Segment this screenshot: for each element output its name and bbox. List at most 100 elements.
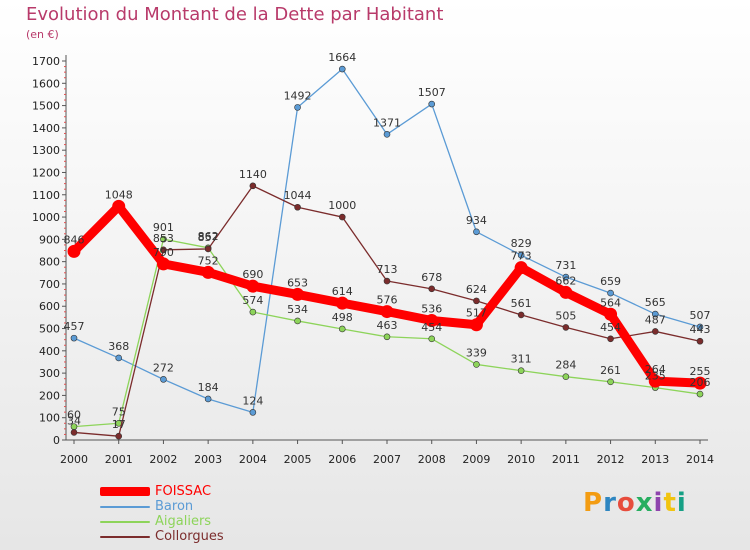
data-point [648, 374, 662, 388]
data-point [651, 310, 659, 318]
x-tick-label: 2008 [418, 453, 446, 466]
data-point [696, 390, 704, 398]
data-point [115, 432, 123, 440]
x-tick-label: 2005 [284, 453, 312, 466]
data-point [514, 261, 528, 275]
data-label: 206 [690, 376, 711, 389]
data-label: 1371 [373, 116, 401, 129]
data-label: 487 [645, 313, 666, 326]
y-tick-label: 500 [39, 323, 60, 336]
data-point [204, 245, 212, 253]
data-point [115, 354, 123, 362]
x-tick-label: 2014 [686, 453, 714, 466]
data-point [70, 334, 78, 342]
data-label: 576 [377, 294, 398, 307]
y-tick-label: 700 [39, 278, 60, 291]
data-point [201, 265, 215, 279]
data-label: 773 [511, 250, 532, 263]
data-point [160, 235, 167, 243]
y-tick-label: 1000 [32, 211, 60, 224]
data-label: 1044 [284, 189, 312, 202]
data-label: 934 [466, 214, 487, 227]
data-point [383, 277, 391, 285]
data-point [160, 376, 167, 383]
x-tick-label: 2002 [149, 453, 177, 466]
x-tick-label: 2009 [462, 453, 490, 466]
data-label: 124 [242, 394, 263, 407]
legend-label: Collorgues [155, 529, 224, 544]
y-tick-label: 200 [39, 389, 60, 402]
data-label: 463 [377, 319, 398, 332]
x-tick-label: 2007 [373, 453, 401, 466]
data-point [428, 335, 436, 343]
data-label: 790 [153, 246, 174, 259]
data-label: 731 [555, 259, 576, 272]
data-point [696, 337, 704, 345]
data-label: 574 [242, 294, 263, 307]
data-label: 662 [555, 274, 576, 287]
series-aigaliers [70, 235, 704, 430]
data-point [294, 203, 301, 211]
logo-letter: P [583, 488, 604, 518]
data-point [249, 182, 257, 190]
logo-letter: r [603, 488, 617, 518]
x-tick-label: 2010 [507, 453, 535, 466]
data-point [517, 251, 525, 259]
data-label: 713 [377, 263, 398, 276]
data-label: 901 [153, 221, 174, 234]
data-label: 284 [555, 359, 576, 372]
series-foissac [67, 199, 707, 390]
legend-swatch [100, 536, 150, 538]
data-label: 34 [67, 414, 81, 427]
axes: 0 100 200 300 400 500 600 700 800 900 1000 1100 1200… [32, 55, 714, 466]
y-tick-label: 1400 [32, 122, 60, 135]
data-point [380, 305, 394, 319]
series-lines [67, 65, 707, 440]
data-label: 507 [690, 309, 711, 322]
data-label: 368 [108, 340, 129, 353]
data-point [335, 296, 349, 310]
y-tick-label: 1300 [32, 144, 60, 157]
data-point [607, 335, 614, 343]
data-label: 536 [421, 303, 442, 316]
data-point [383, 131, 391, 138]
data-point [517, 311, 525, 319]
data-label: 1140 [239, 168, 267, 181]
proxiti-logo: Proxiti [583, 488, 687, 518]
data-label: 184 [198, 381, 219, 394]
x-tick-label: 2003 [194, 453, 222, 466]
data-point [249, 308, 257, 316]
data-point [607, 289, 614, 297]
data-point [338, 65, 346, 73]
data-label: 653 [287, 276, 308, 289]
legend-swatch [100, 521, 150, 523]
data-point [473, 228, 480, 236]
y-tick-label: 1600 [32, 77, 60, 90]
y-tick-label: 1500 [32, 100, 60, 113]
data-point [291, 287, 305, 301]
data-point [696, 323, 704, 331]
data-point [338, 213, 346, 221]
data-label: 1507 [418, 86, 446, 99]
data-label: 235 [645, 370, 666, 383]
y-tick-label: 1200 [32, 166, 60, 179]
data-label: 1048 [105, 188, 133, 201]
logo-letter: o [616, 488, 636, 518]
data-label: 454 [421, 321, 442, 334]
data-point [607, 378, 614, 386]
x-tick-label: 2006 [328, 453, 356, 466]
data-point [294, 104, 301, 111]
data-label: 565 [645, 296, 666, 309]
y-tick-label: 900 [39, 233, 60, 246]
y-tick-label: 1100 [32, 189, 60, 202]
data-point [651, 328, 659, 335]
data-label: 862 [198, 230, 219, 243]
data-label: 255 [690, 365, 711, 378]
data-label: 690 [242, 268, 263, 281]
data-point [383, 333, 391, 341]
x-tick-label: 2012 [597, 453, 625, 466]
data-point [428, 100, 436, 108]
data-point [246, 279, 260, 293]
